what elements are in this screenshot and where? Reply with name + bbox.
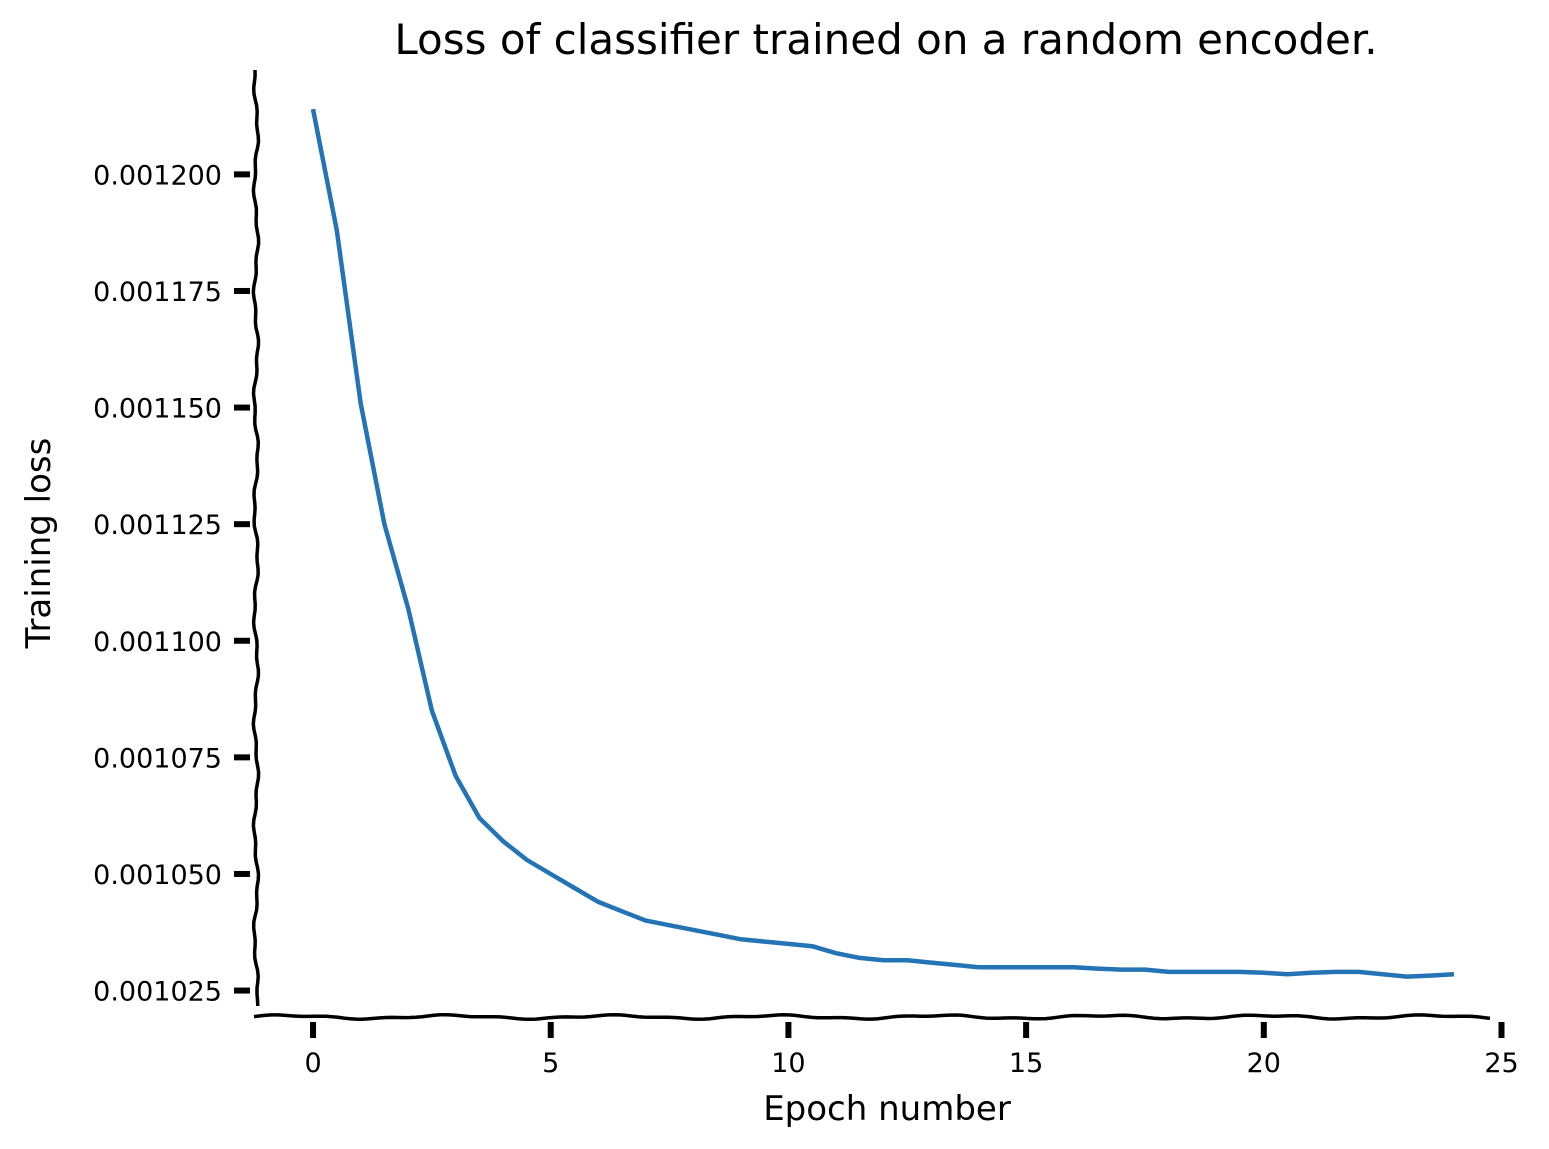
x-tick-label: 15	[1009, 1048, 1043, 1079]
y-tick-label: 0.001025	[93, 977, 222, 1008]
x-axis-label: Epoch number	[763, 1089, 1011, 1129]
y-tick-label: 0.001050	[93, 860, 222, 891]
x-axis-ticks: 0 5 10 15 20 25	[304, 1022, 1519, 1079]
y-tick-label: 0.001150	[93, 394, 222, 425]
y-tick-label: 0.001200	[93, 160, 222, 191]
x-tick-label: 5	[542, 1048, 559, 1079]
chart-title: Loss of classifier trained on a random e…	[394, 15, 1377, 64]
x-tick-label: 10	[771, 1048, 805, 1079]
y-tick-label: 0.001075	[93, 743, 222, 774]
x-tick-label: 20	[1247, 1048, 1281, 1079]
y-tick-label: 0.001125	[93, 510, 222, 541]
x-tick-label: 0	[304, 1048, 321, 1079]
x-tick-label: 25	[1484, 1048, 1518, 1079]
y-axis-ticks: 0.001025 0.001050 0.001075 0.001100 0.001125…	[93, 160, 250, 1008]
training-loss-series-line	[310, 108, 1455, 979]
y-axis-line	[251, 69, 261, 1007]
x-axis-line	[253, 1012, 1491, 1022]
y-tick-label: 0.001175	[93, 277, 222, 308]
y-axis-label: Training loss	[19, 438, 59, 650]
y-tick-label: 0.001100	[93, 627, 222, 658]
